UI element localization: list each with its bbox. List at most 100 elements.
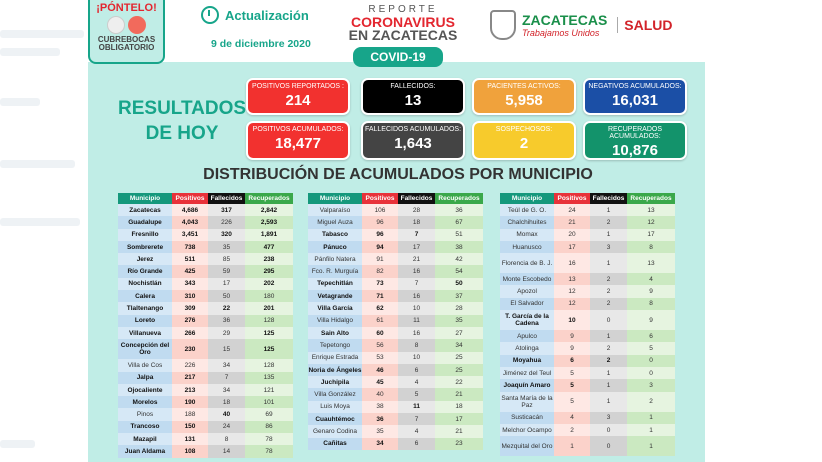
positivos-cell: 34 (362, 437, 398, 450)
table-row: Apozol 12 2 9 (500, 285, 675, 298)
recuperados-cell: 0 (627, 366, 675, 380)
positivos-cell: 4,686 (172, 204, 208, 217)
municipio-cell: Calera (118, 290, 172, 303)
table-row: Atolinga 9 2 5 (500, 342, 675, 355)
municipio-cell: Joaquín Amaro (500, 379, 554, 392)
positivos-cell: 738 (172, 240, 208, 254)
government-logo: ZACATECAS Trabajamos Unidos SALUD (490, 10, 673, 40)
positivos-cell: 94 (362, 240, 398, 254)
municipio-cell: Atolinga (500, 342, 554, 355)
positivos-cell: 188 (172, 408, 208, 421)
recuperados-cell: 8 (627, 297, 675, 311)
fallecidos-cell: 317 (208, 204, 245, 217)
table-row: Villanueva 266 29 125 (118, 326, 293, 340)
municipio-cell: Pánfilo Natera (308, 253, 362, 266)
positivos-cell: 213 (172, 383, 208, 397)
column-header: Recuperados (627, 193, 675, 204)
recuperados-cell: 17 (435, 413, 483, 426)
municipality-table: Municipio Positivos Fallecidos Recuperados V… (308, 193, 483, 450)
recuperados-cell: 86 (245, 420, 293, 434)
recuperados-cell: 35 (435, 314, 483, 327)
table-row: Miguel Auza 96 18 67 (308, 216, 483, 229)
update-text: Actualización (225, 7, 309, 23)
column-header: Fallecidos (590, 193, 627, 204)
municipio-cell: Cuauhtémoc (308, 413, 362, 426)
positivos-cell: 17 (554, 240, 590, 254)
fallecidos-cell: 0 (590, 423, 627, 437)
fallecidos-cell: 7 (398, 413, 435, 426)
stat-label: POSITIVOS REPORTADOS : (252, 83, 344, 90)
fallecidos-cell: 2 (590, 354, 627, 367)
positivos-cell: 4,043 (172, 216, 208, 229)
fallecidos-cell: 320 (208, 228, 245, 241)
fallecidos-cell: 0 (590, 310, 627, 331)
recuperados-cell: 17 (627, 228, 675, 241)
positivos-cell: 310 (172, 290, 208, 303)
positivos-cell: 24 (554, 204, 590, 217)
municipio-cell: Santa María de la Paz (500, 391, 554, 412)
gov-slogan: Trabajamos Unidos (522, 28, 600, 38)
stat-value: 16,031 (612, 92, 658, 109)
fallecidos-cell: 2 (590, 216, 627, 229)
municipio-cell: Tlaltenango (118, 302, 172, 315)
column-header: Recuperados (435, 193, 483, 204)
fallecidos-cell: 0 (590, 436, 627, 457)
positivos-cell: 511 (172, 253, 208, 266)
table-row: Calera 310 50 180 (118, 290, 293, 303)
recuperados-cell: 69 (245, 408, 293, 421)
gov-name: ZACATECAS (522, 12, 608, 28)
recuperados-cell: 8 (627, 240, 675, 254)
recuperados-cell: 6 (627, 330, 675, 343)
table-row: Huanusco 17 3 8 (500, 240, 675, 254)
positivos-cell: 226 (172, 359, 208, 372)
fallecidos-cell: 1 (590, 228, 627, 241)
table-row: Teúl de G. O. 24 1 13 (500, 204, 675, 217)
municipio-cell: Tabasco (308, 228, 362, 241)
municipio-cell: Cañitas (308, 437, 362, 450)
municipio-cell: Juan Aldama (118, 445, 172, 458)
fallecidos-cell: 1 (590, 330, 627, 343)
positivos-cell: 5 (554, 391, 590, 412)
table-row: Sain Alto 60 16 27 (308, 326, 483, 340)
fallecidos-cell: 7 (398, 228, 435, 241)
background-text (0, 218, 80, 226)
municipio-cell: Fco. R. Murguía (308, 265, 362, 278)
table-row: Noria de Ángeles 46 6 25 (308, 363, 483, 377)
recuperados-cell: 18 (435, 400, 483, 414)
fallecidos-cell: 21 (398, 253, 435, 266)
positivos-cell: 38 (362, 400, 398, 414)
municipio-cell: Villa García (308, 302, 362, 315)
recuperados-cell: 180 (245, 290, 293, 303)
red-mask-icon (128, 16, 146, 34)
table-row: Jalpa 217 7 135 (118, 371, 293, 384)
positivos-cell: 131 (172, 433, 208, 446)
stat-label: NEGATIVOS ACUMULADOS: (588, 83, 682, 90)
recuperados-cell: 2 (627, 391, 675, 412)
column-header: Municipio (308, 193, 362, 204)
recuperados-cell: 125 (245, 326, 293, 340)
municipio-cell: Villa González (308, 388, 362, 401)
fallecidos-cell: 8 (398, 339, 435, 352)
recuperados-cell: 28 (435, 302, 483, 315)
recuperados-cell: 128 (245, 359, 293, 372)
municipio-cell: Tepetongo (308, 339, 362, 352)
table-row: Luis Moya 38 11 18 (308, 400, 483, 414)
positivos-cell: 190 (172, 396, 208, 409)
recuperados-cell: 238 (245, 253, 293, 266)
stat-value: 214 (285, 92, 311, 109)
table-row: Genaro Codina 35 4 21 (308, 425, 483, 438)
table-row: Juchipila 45 4 22 (308, 376, 483, 389)
positivos-cell: 60 (362, 326, 398, 340)
column-header: Recuperados (245, 193, 293, 204)
stat-card: PACIENTES ACTIVOS: 5,958 (472, 78, 576, 115)
recuperados-cell: 51 (435, 228, 483, 241)
table-row: Pinos 188 40 69 (118, 408, 293, 421)
stat-card: RECUPERADOS ACUMULADOS: 10,876 (583, 121, 687, 160)
fallecidos-cell: 17 (208, 277, 245, 291)
recuperados-cell: 25 (435, 351, 483, 364)
municipio-cell: Florencia de B. J. (500, 253, 554, 274)
stat-card: POSITIVOS REPORTADOS : 214 (246, 78, 350, 115)
municipio-cell: T. García de la Cadena (500, 310, 554, 331)
fallecidos-cell: 24 (208, 420, 245, 434)
stat-label: RECUPERADOS ACUMULADOS: (607, 126, 663, 140)
